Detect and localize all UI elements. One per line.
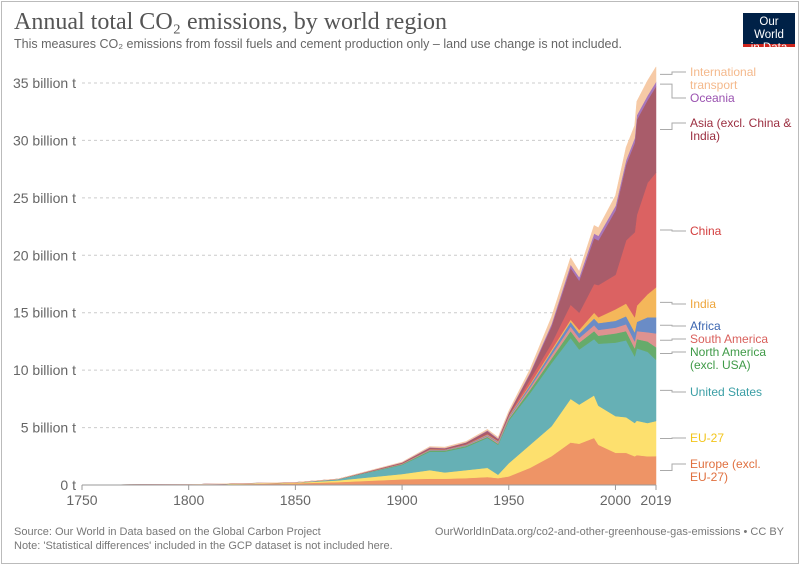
y-tick-label: 25 billion t <box>13 190 76 206</box>
source-note: Source: Our World in Data based on the G… <box>14 526 321 538</box>
series-label: Asia (excl. China & <box>690 116 791 130</box>
label-connector <box>660 351 686 354</box>
label-connector <box>660 122 686 130</box>
label-connector <box>660 437 686 439</box>
y-tick-label: 20 billion t <box>13 247 76 263</box>
chart-subtitle: This measures CO₂ emissions from fossil … <box>14 37 622 51</box>
series-label: North America <box>690 345 766 359</box>
y-tick-label: 15 billion t <box>13 305 76 321</box>
series-label: (excl. USA) <box>690 358 751 372</box>
x-tick-label: 1950 <box>493 492 524 508</box>
series-label: EU-27 <box>690 431 724 445</box>
series-label: EU-27) <box>690 470 728 484</box>
y-tick-label: 35 billion t <box>13 75 76 91</box>
series-label: United States <box>690 385 762 399</box>
series-label: Oceania <box>690 91 735 105</box>
series-label: International <box>690 65 756 79</box>
y-tick-label: 30 billion t <box>13 132 76 148</box>
x-tick-label: 2019 <box>640 492 671 508</box>
x-tick-label: 1750 <box>66 492 97 508</box>
series-label: China <box>690 224 722 238</box>
chart-title: Annual total CO₂ emissions, by world reg… <box>14 9 447 35</box>
x-tick-label: 1800 <box>173 492 204 508</box>
label-connector <box>660 301 686 305</box>
series-label: South America <box>690 332 768 346</box>
label-connector <box>660 463 686 471</box>
label-connector <box>660 389 686 393</box>
series-label: Africa <box>690 319 721 333</box>
owid-logo[interactable]: Our World in Data <box>743 13 795 54</box>
x-tick-label: 2000 <box>600 492 631 508</box>
area-international-transport <box>81 66 657 486</box>
label-connector <box>660 324 686 327</box>
label-connector <box>660 338 686 341</box>
y-tick-label: 10 billion t <box>13 362 76 378</box>
label-connector <box>660 71 686 75</box>
series-label: India <box>690 297 716 311</box>
x-tick-label: 1850 <box>280 492 311 508</box>
series-label: India) <box>690 129 720 143</box>
footnote: Note: 'Statistical differences' included… <box>14 540 393 552</box>
y-tick-label: 0 t <box>60 477 76 493</box>
label-connector <box>660 229 686 232</box>
source-url-link[interactable]: OurWorldInData.org/co2-and-other-greenho… <box>434 526 784 538</box>
y-tick-label: 5 billion t <box>21 420 76 436</box>
series-label: Europe (excl. <box>690 457 761 471</box>
series-label: transport <box>690 78 738 92</box>
label-connector <box>660 83 686 99</box>
x-tick-label: 1900 <box>386 492 417 508</box>
